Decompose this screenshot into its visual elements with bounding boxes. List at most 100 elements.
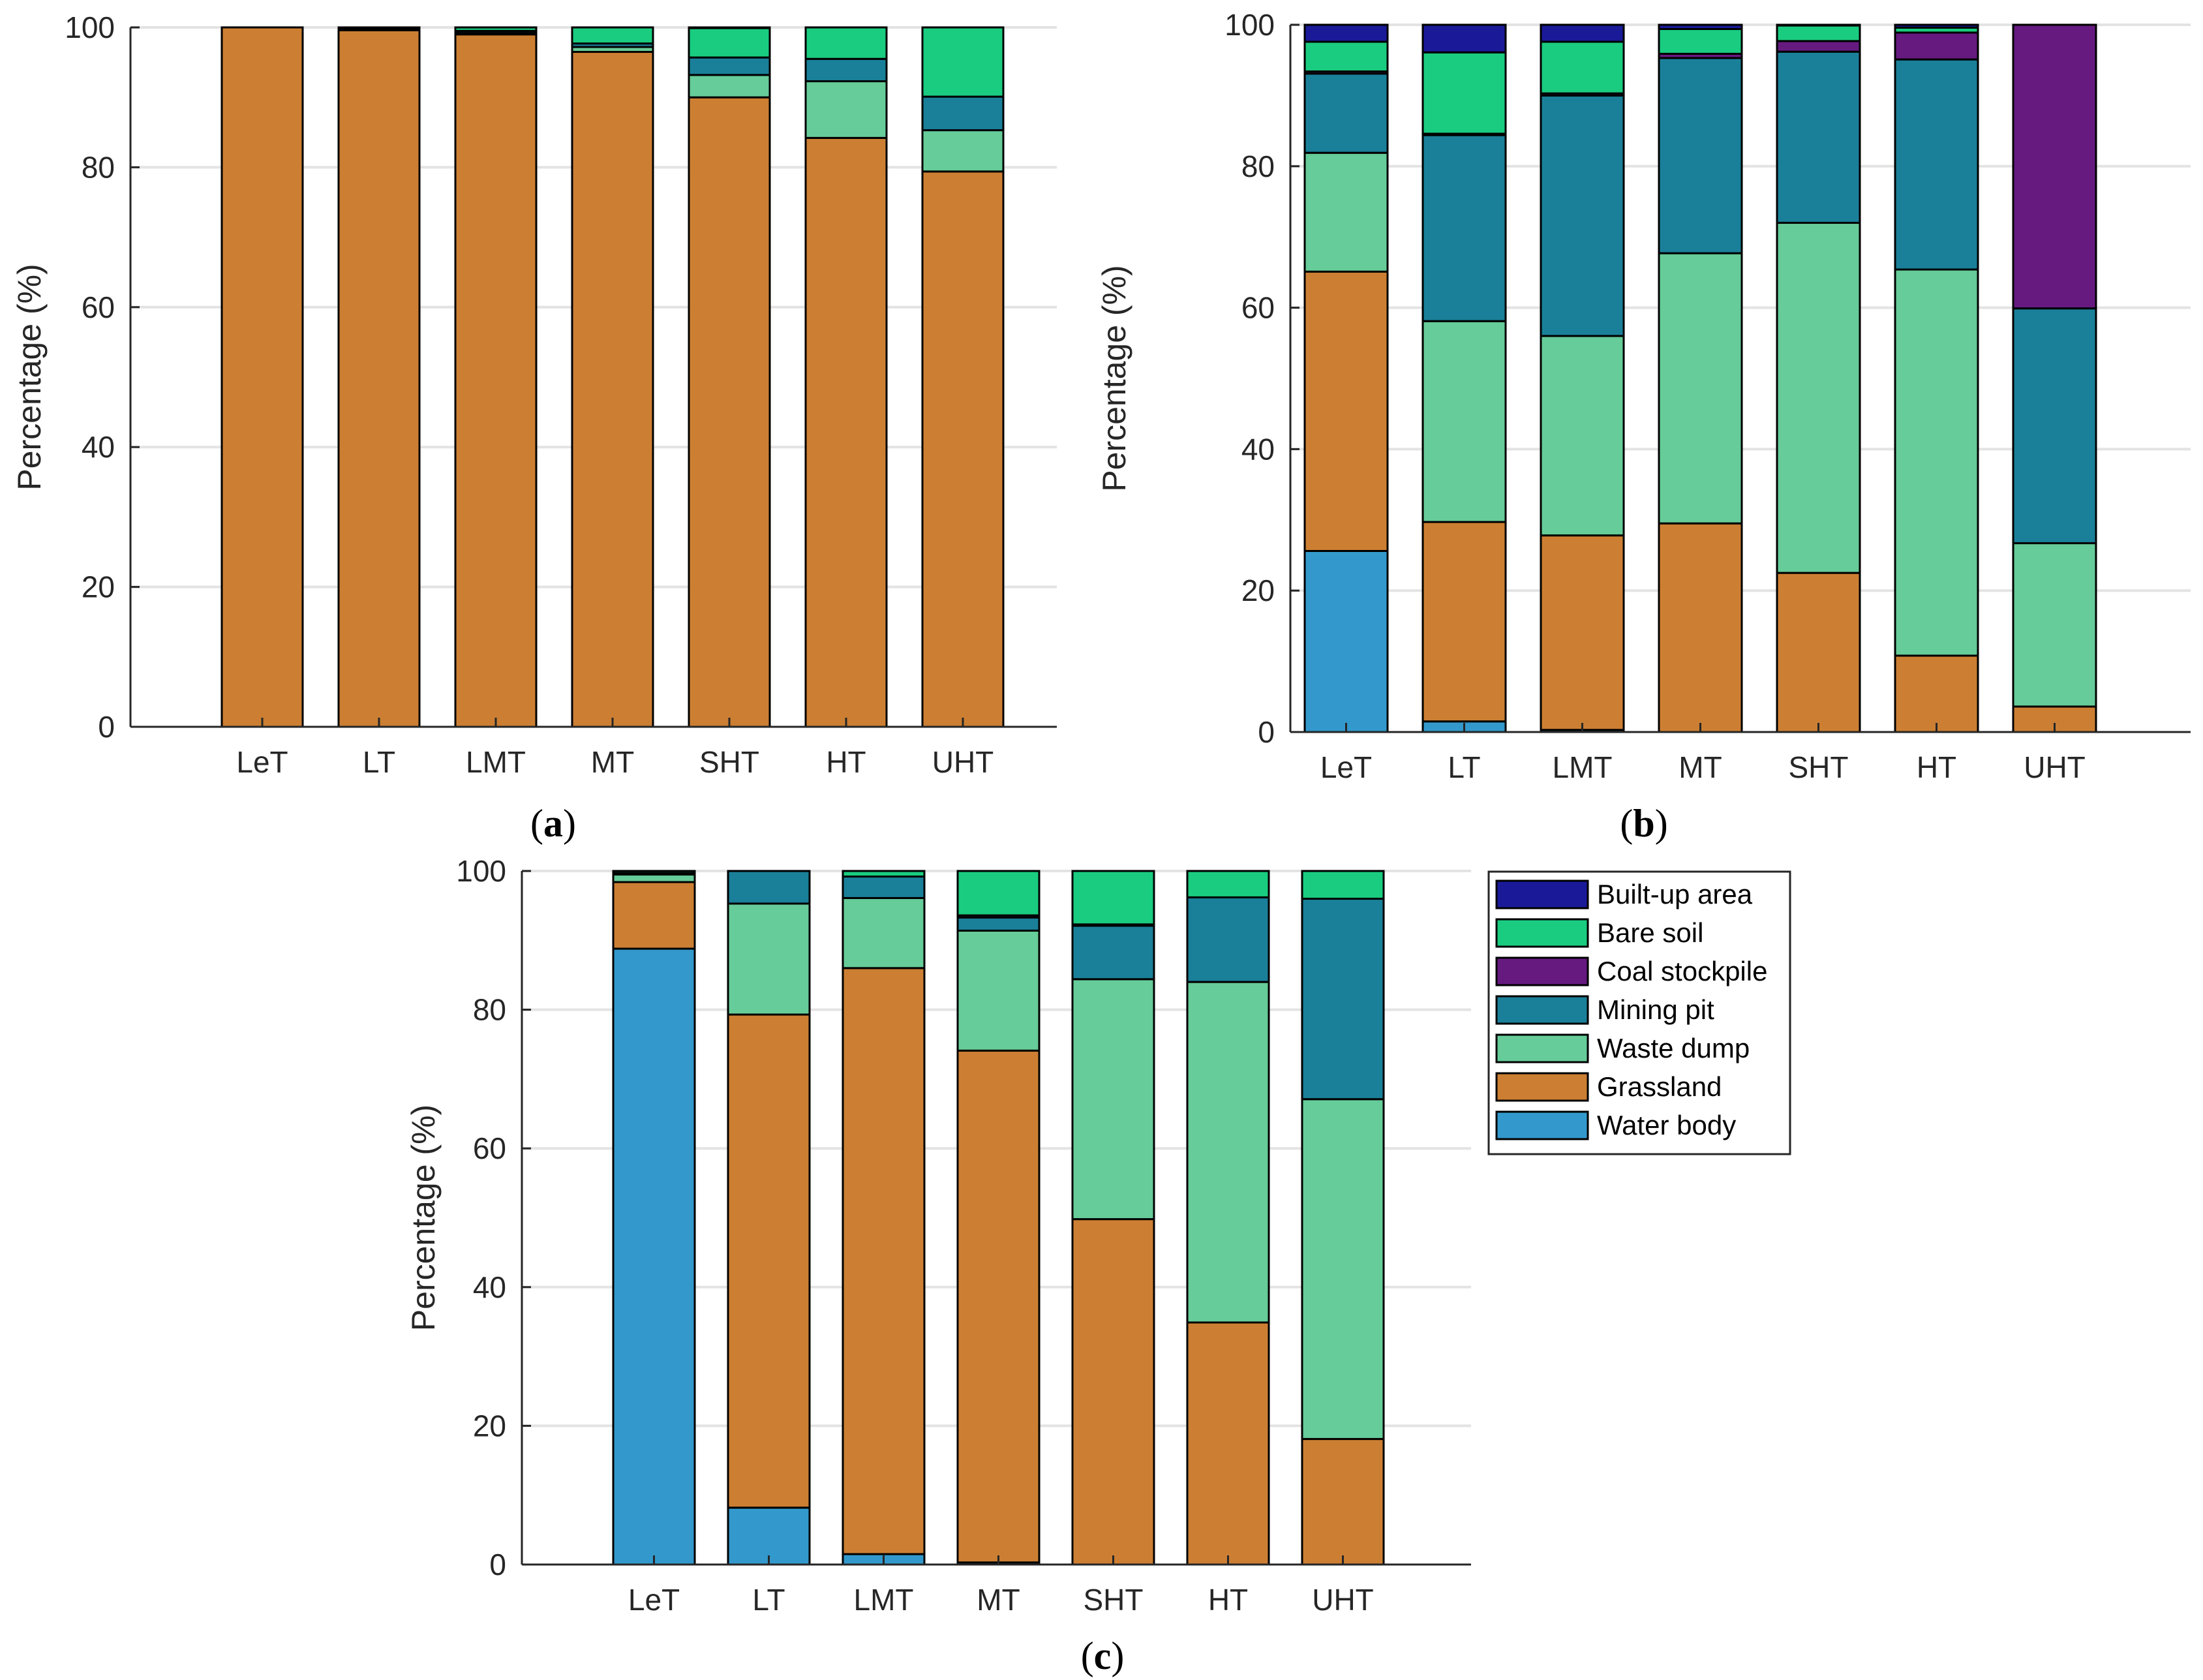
legend-label: Coal stockpile	[1597, 956, 1767, 986]
bar-segment-bare-soil-let	[612, 870, 696, 874]
panel-label: (a)	[530, 802, 576, 845]
bar-segment-bare-soil-lmt	[454, 26, 538, 32]
bar-segment-grassland-uht	[1301, 1438, 1385, 1566]
bar-segment-grassland-mt	[1658, 522, 1743, 733]
chart-panel-b: LeT LT LMT MT SHT HT UHT 0 20 40 60 80 100 Percentage…	[1096, 8, 2191, 845]
bar-segment-waste-dump-sht	[1776, 222, 1861, 574]
bar-segment-mining-pit-sht	[688, 56, 771, 76]
x-tick-label: LMT	[854, 1583, 914, 1617]
y-tick-label: 20	[473, 1409, 506, 1443]
bar-segment-mining-pit-sht	[1071, 924, 1155, 981]
x-tick-label: MT	[977, 1583, 1020, 1617]
x-tick-label: HT	[1208, 1583, 1248, 1617]
x-tick-label: HT	[1917, 750, 1956, 784]
x-tick-label: LeT	[236, 745, 288, 779]
bar-segment-grassland-sht	[1071, 1218, 1155, 1566]
x-tick-label: MT	[591, 745, 634, 779]
legend-label: Grassland	[1597, 1071, 1722, 1102]
y-tick-label: 60	[1241, 291, 1275, 325]
bar-segment-grassland-lt	[1421, 521, 1507, 723]
legend-label: Waste dump	[1597, 1033, 1750, 1063]
bar-segment-built-up-area-let	[1303, 23, 1389, 43]
bar-segment-waste-dump-let	[1303, 151, 1389, 273]
chart-panel-a: LeT LT LMT MT SHT HT UHT 0 20 40 60 80 100 Percentage…	[11, 10, 1057, 845]
bar-segment-grassland-let	[612, 881, 696, 950]
x-tick-label: UHT	[1312, 1583, 1374, 1617]
bar-segment-waste-dump-uht	[921, 129, 1005, 173]
x-tick-label: LT	[752, 1583, 785, 1617]
x-tick-label: SHT	[699, 745, 759, 779]
bar-segment-built-up-area-lmt	[1540, 23, 1625, 43]
bar-segment-waste-dump-sht	[1071, 978, 1155, 1221]
bar-segment-mining-pit-ht	[804, 57, 888, 83]
bar-segment-grassland-mt	[571, 51, 654, 728]
x-tick-label: HT	[826, 745, 866, 779]
bar-segment-mining-pit-lt	[727, 870, 811, 905]
legend-swatch-grassland	[1495, 1072, 1589, 1102]
x-tick-label: SHT	[1789, 750, 1849, 784]
y-tick-label: 80	[82, 150, 115, 184]
y-axis-title: Percentage (%)	[11, 264, 48, 490]
legend-swatch-coal-stockpile	[1495, 956, 1589, 986]
legend-label: Bare soil	[1597, 917, 1703, 948]
bar-segment-bare-soil-ht	[1186, 870, 1270, 898]
y-tick-label: 100	[1224, 8, 1275, 42]
bar-segment-grassland-lt	[337, 29, 421, 728]
bar-segment-mining-pit-lmt	[842, 876, 926, 899]
bar-segment-waste-dump-lt	[727, 902, 811, 1016]
bar-segment-coal-stockpile-uht	[2012, 23, 2097, 310]
bar-segment-waste-dump-uht	[2012, 542, 2097, 708]
bar-segment-bare-soil-sht	[1071, 870, 1155, 926]
bar-segment-mining-pit-let	[1303, 72, 1389, 154]
y-tick-label: 60	[473, 1131, 506, 1165]
bar-segment-bare-soil-mt	[571, 26, 654, 45]
x-tick-label: LMT	[1553, 750, 1613, 784]
bar-segment-waste-dump-ht	[1894, 268, 1979, 657]
bar-segment-built-up-area-sht	[688, 26, 771, 29]
panel-label: (c)	[1081, 1634, 1125, 1677]
bar-segment-water-body-let	[1303, 549, 1389, 733]
bar-segment-bare-soil-uht	[921, 26, 1005, 98]
bar-segment-mining-pit-lmt	[1540, 94, 1625, 337]
x-tick-label: UHT	[932, 745, 994, 779]
y-tick-label: 100	[65, 10, 115, 44]
bar-segment-waste-dump-sht	[688, 74, 771, 99]
y-tick-label: 20	[82, 570, 115, 604]
chart-panel-c: LeT LT LMT MT SHT HT UHT 0 20 40 60 80 100 Percentage…	[405, 854, 1471, 1677]
bar-segment-waste-dump-let	[612, 873, 696, 883]
legend-swatch-water-body	[1495, 1110, 1589, 1140]
bar-segment-grassland-mt	[956, 1049, 1041, 1564]
panel-label: (b)	[1620, 802, 1667, 845]
y-tick-label: 80	[1241, 149, 1275, 183]
bar-segment-mining-pit-uht	[1301, 898, 1385, 1101]
x-tick-label: LT	[1448, 750, 1480, 784]
legend-swatch-bare-soil	[1495, 918, 1589, 948]
bar-segment-mining-pit-ht	[1186, 896, 1270, 983]
bar-segment-waste-dump-ht	[804, 80, 888, 139]
bar-segment-grassland-lt	[727, 1013, 811, 1509]
bar-segment-bare-soil-lmt	[1540, 40, 1625, 95]
legend-label: Built-up area	[1597, 879, 1753, 909]
bar-segment-built-up-area-ht	[1894, 23, 1979, 29]
bar-segment-water-body-lt	[727, 1506, 811, 1566]
bar-segment-grassland-sht	[1776, 572, 1861, 733]
bar-segment-built-up-area-lt	[1421, 23, 1507, 53]
bar-segment-mining-pit-mt	[1658, 57, 1743, 254]
y-tick-label: 20	[1241, 573, 1275, 607]
bar-segment-bare-soil-mt	[956, 870, 1041, 917]
legend-swatch-mining-pit	[1495, 995, 1589, 1025]
bar-segment-mining-pit-uht	[921, 95, 1005, 132]
bar-segment-waste-dump-uht	[1301, 1098, 1385, 1441]
y-tick-label: 0	[1258, 715, 1275, 749]
legend-swatch-built-up-area	[1495, 879, 1589, 909]
bar-segment-water-body-let	[612, 947, 696, 1566]
bar-segment-bare-soil-ht	[804, 26, 888, 60]
bar-segment-waste-dump-mt	[1658, 252, 1743, 525]
bar-segment-grassland-ht	[804, 136, 888, 728]
y-axis-title: Percentage (%)	[405, 1105, 442, 1331]
bar-segment-mining-pit-ht	[1894, 58, 1979, 271]
bar-segment-grassland-let	[1303, 270, 1389, 552]
y-tick-label: 60	[82, 290, 115, 324]
x-tick-label: LMT	[466, 745, 526, 779]
y-tick-label: 100	[456, 854, 506, 888]
